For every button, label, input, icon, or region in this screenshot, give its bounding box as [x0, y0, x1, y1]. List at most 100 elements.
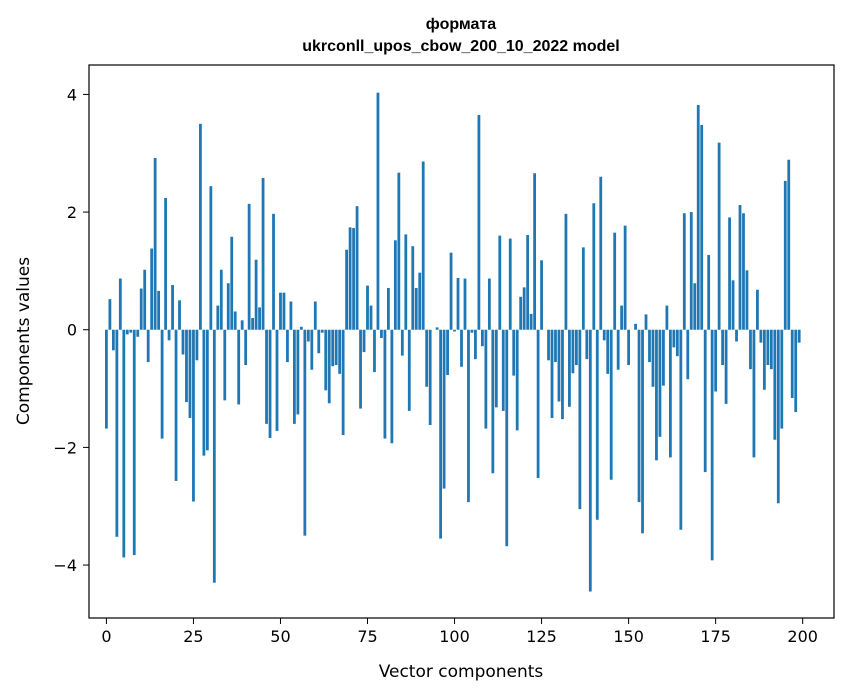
bar-46: [265, 329, 268, 424]
bar-61: [317, 329, 321, 354]
bar-83: [393, 240, 397, 330]
bar-17: [164, 197, 167, 330]
bar-196: [787, 159, 791, 330]
bar-127: [547, 329, 550, 361]
bar-11: [143, 269, 147, 330]
bar-185: [749, 329, 752, 370]
bar-67: [338, 329, 342, 374]
bar-149: [623, 225, 627, 330]
bar-179: [728, 217, 731, 330]
bar-188: [759, 329, 763, 343]
bar-153: [637, 329, 641, 503]
bar-series: [105, 92, 801, 592]
y-axis-ticks: −4 −2 0 2 4: [53, 85, 89, 575]
bar-183: [742, 213, 745, 330]
bar-171: [700, 125, 704, 330]
bar-123: [533, 173, 536, 330]
bar-26: [195, 329, 199, 361]
bar-90: [418, 272, 422, 330]
bar-84: [397, 172, 401, 330]
bar-107: [477, 115, 481, 330]
bar-121: [526, 235, 530, 330]
bar-193: [776, 329, 780, 504]
bar-184: [745, 270, 749, 330]
bar-116: [508, 238, 512, 330]
bar-150: [627, 329, 630, 366]
bar-79: [380, 329, 383, 338]
bar-72: [355, 206, 359, 330]
bar-172: [703, 329, 707, 473]
bar-198: [794, 329, 798, 413]
bar-53: [289, 301, 293, 330]
bar-54: [293, 329, 296, 424]
bar-28: [202, 329, 206, 456]
bar-161: [665, 305, 669, 330]
bar-117: [512, 329, 516, 376]
bar-1: [108, 299, 112, 330]
bar-48: [272, 213, 275, 330]
bar-159: [658, 329, 662, 437]
bar-177: [721, 329, 724, 366]
y-tick-label: 2: [67, 203, 77, 222]
bar-34: [223, 329, 227, 401]
bar-19: [171, 285, 174, 330]
bar-129: [554, 329, 557, 363]
bar-32: [216, 305, 220, 330]
bar-112: [494, 329, 498, 408]
bar-128: [550, 329, 554, 418]
bar-20: [174, 329, 178, 481]
bar-55: [296, 329, 300, 415]
bar-82: [390, 329, 394, 444]
bar-176: [717, 142, 721, 330]
bar-62: [320, 329, 324, 333]
bar-147: [616, 329, 620, 370]
bar-135: [574, 329, 578, 366]
bar-134: [571, 329, 575, 374]
bar-3: [115, 329, 119, 537]
bar-140: [592, 203, 596, 330]
bar-113: [498, 235, 502, 330]
x-tick-label: 175: [700, 627, 731, 646]
bar-37: [233, 311, 237, 330]
bar-44: [258, 307, 261, 330]
bar-45: [261, 177, 265, 330]
bar-102: [460, 329, 463, 367]
y-axis-label: Components values: [14, 257, 34, 425]
bar-143: [602, 329, 606, 341]
bar-21: [178, 300, 181, 330]
bar-98: [446, 329, 449, 376]
bar-137: [581, 247, 585, 330]
bar-158: [655, 329, 658, 461]
bar-51: [282, 292, 286, 330]
bar-192: [773, 329, 777, 440]
x-tick-label: 100: [439, 627, 470, 646]
bar-91: [421, 161, 425, 330]
bar-166: [682, 213, 686, 330]
bar-154: [641, 329, 644, 534]
bar-191: [769, 329, 773, 370]
bar-16: [160, 329, 164, 439]
bar-18: [167, 329, 171, 341]
bar-133: [568, 329, 571, 407]
plot-area-frame: [88, 64, 835, 619]
chart-title-line-2: ukrconll_upos_cbow_200_10_2022 model: [302, 38, 619, 55]
bar-88: [411, 246, 415, 330]
bar-157: [651, 329, 655, 387]
bar-163: [672, 329, 676, 348]
bar-162: [668, 329, 672, 458]
bar-86: [404, 234, 408, 330]
bar-14: [153, 157, 157, 330]
bar-13: [150, 248, 154, 330]
bar-182: [738, 205, 742, 330]
x-tick-label: 125: [526, 627, 557, 646]
bar-30: [209, 186, 213, 330]
bar-175: [714, 329, 718, 392]
bar-65: [331, 329, 335, 367]
bar-23: [185, 329, 188, 403]
bar-165: [679, 329, 683, 530]
bar-49: [275, 329, 279, 431]
bar-132: [564, 213, 568, 330]
bar-38: [237, 329, 241, 405]
